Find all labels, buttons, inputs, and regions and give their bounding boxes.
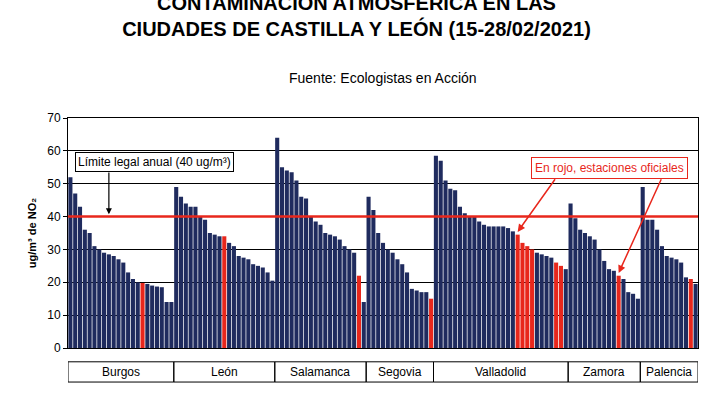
- svg-text:Fuente: Ecologistas en Acción: Fuente: Ecologistas en Acción: [289, 70, 477, 86]
- svg-text:60: 60: [47, 144, 61, 158]
- svg-text:Segovia: Segovia: [378, 365, 422, 379]
- svg-text:0: 0: [54, 341, 61, 355]
- svg-text:20: 20: [47, 275, 61, 289]
- svg-text:En rojo, estaciones oficiales: En rojo, estaciones oficiales: [535, 161, 684, 175]
- svg-text:Salamanca: Salamanca: [290, 365, 350, 379]
- svg-text:León: León: [211, 365, 238, 379]
- svg-text:Palencia: Palencia: [646, 365, 692, 379]
- svg-text:Zamora: Zamora: [583, 365, 625, 379]
- svg-text:Burgos: Burgos: [102, 365, 140, 379]
- svg-text:30: 30: [47, 243, 61, 257]
- svg-text:Valladolid: Valladolid: [475, 365, 526, 379]
- svg-text:40: 40: [47, 210, 61, 224]
- svg-text:ug/m³ de NO₂: ug/m³ de NO₂: [26, 198, 38, 268]
- svg-text:50: 50: [47, 177, 61, 191]
- svg-text:70: 70: [47, 111, 61, 125]
- svg-text:10: 10: [47, 308, 61, 322]
- svg-text:CONTAMINACIÓN ATMOSFÉRICA EN L: CONTAMINACIÓN ATMOSFÉRICA EN LASCIUDADES…: [122, 0, 591, 40]
- svg-text:Límite legal anual (40 ug/m³): Límite legal anual (40 ug/m³): [78, 155, 231, 169]
